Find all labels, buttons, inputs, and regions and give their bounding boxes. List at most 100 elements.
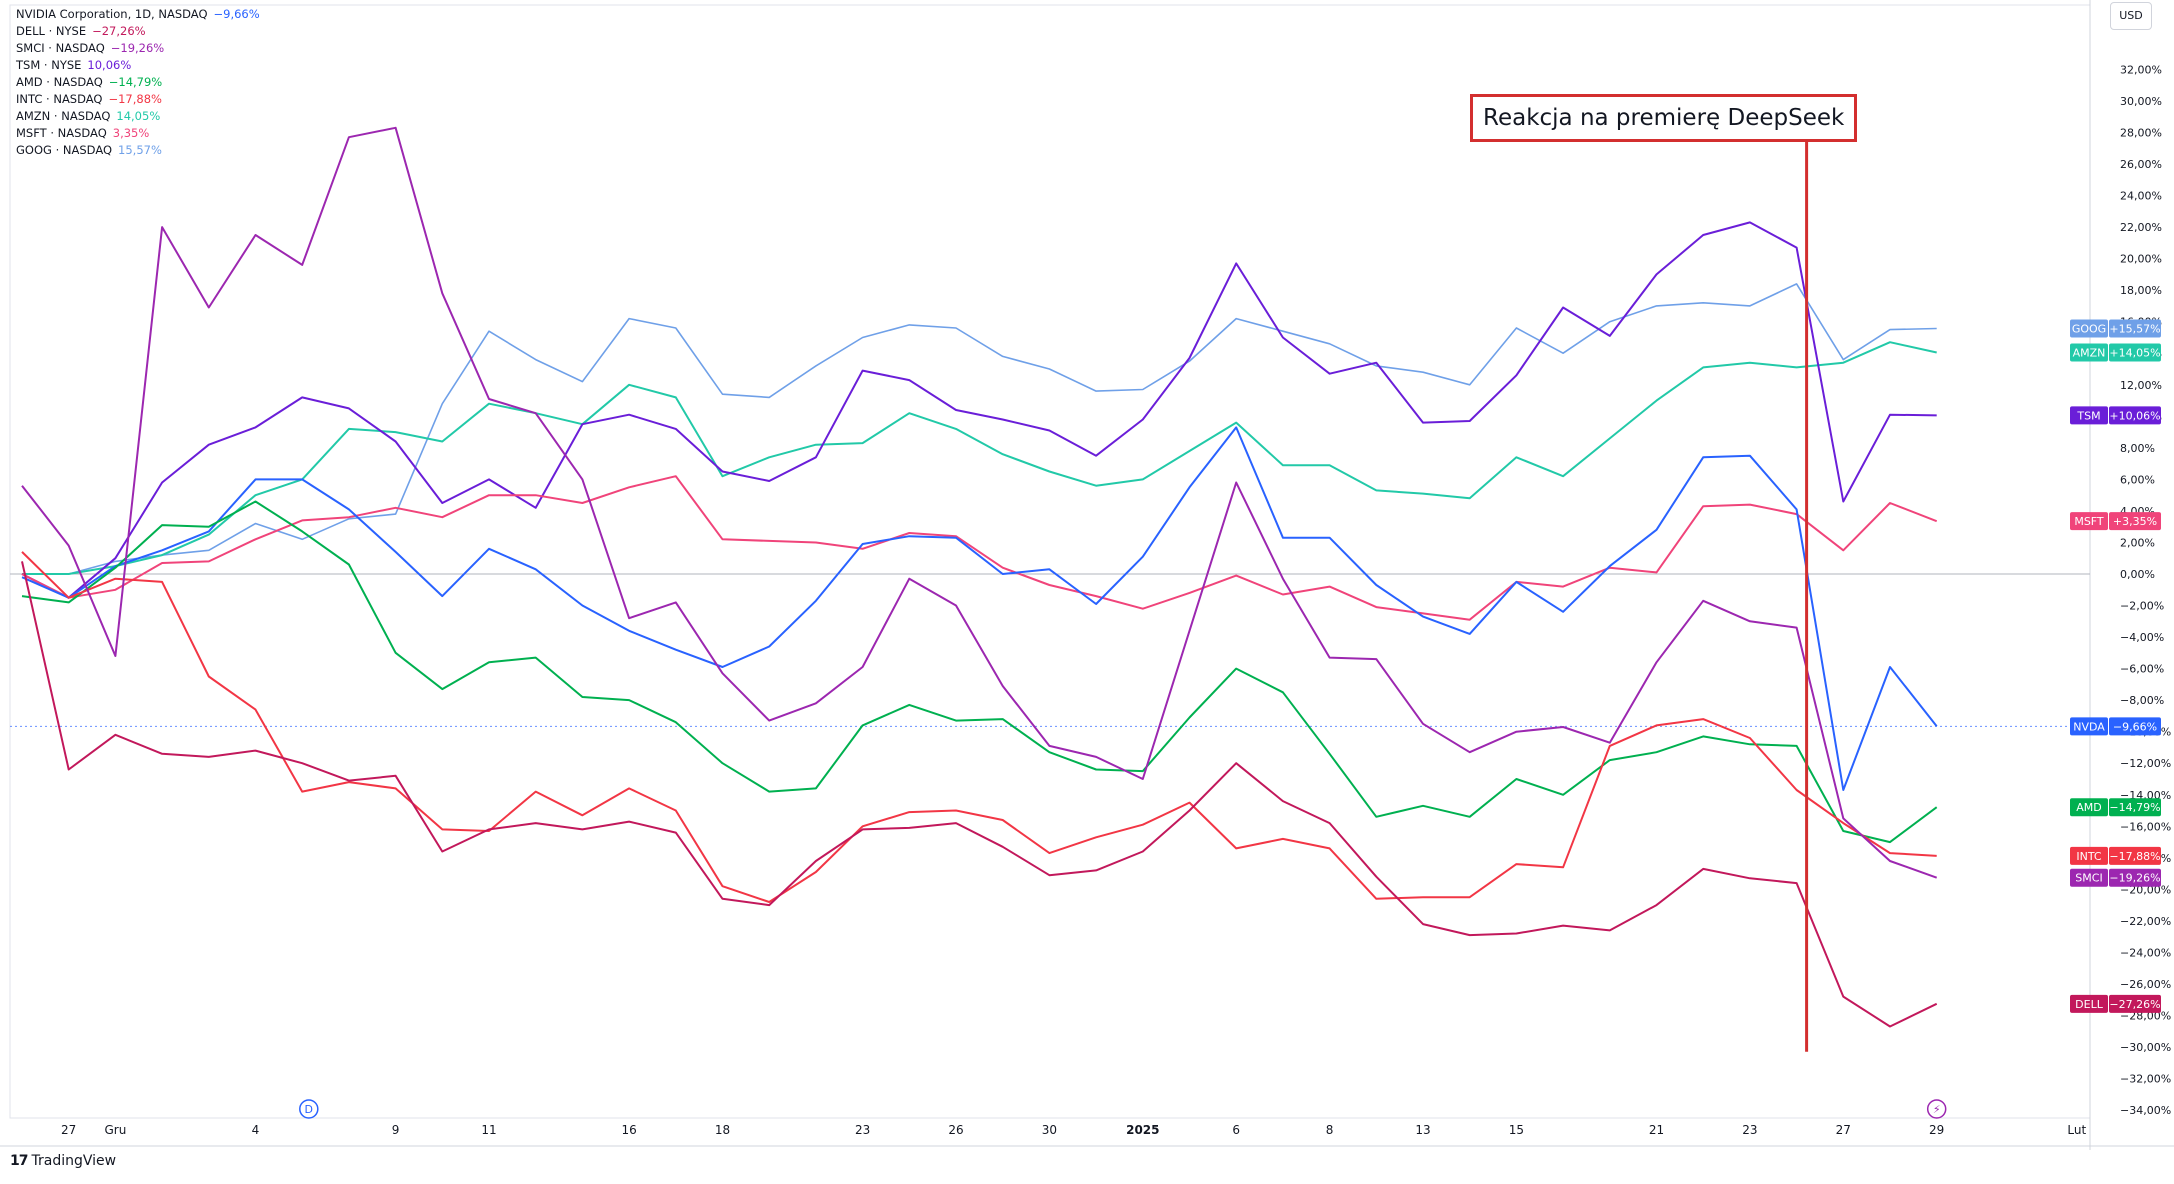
badge-value-nvda: −9,66% (2113, 720, 2157, 733)
y-tick-label: 12,00% (2120, 379, 2162, 392)
legend-label: TSM · NYSE (16, 58, 82, 72)
badge-value-bg-goog (2109, 319, 2161, 338)
x-tick-label: 30 (1042, 1123, 1057, 1137)
badge-value-intc: −17,88% (2109, 850, 2160, 863)
legend: NVIDIA Corporation, 1D, NASDAQ −9,66% DEL… (16, 6, 260, 159)
main-symbol: NVIDIA Corporation, 1D, NASDAQ (16, 7, 208, 21)
legend-label: AMZN · NASDAQ (16, 109, 111, 123)
x-tick-label: 6 (1232, 1123, 1240, 1137)
badge-bg-amzn (2070, 343, 2108, 362)
legend-value: 14,05% (116, 109, 161, 123)
y-tick-label: −12,00% (2120, 757, 2171, 770)
tradingview-logo-icon: 17 (10, 1153, 29, 1169)
y-tick-label: 0,00% (2120, 568, 2155, 581)
badge-value-bg-smci (2109, 868, 2161, 887)
legend-label: DELL · NYSE (16, 24, 87, 38)
y-tick-label: 18,00% (2120, 284, 2162, 297)
legend-label: SMCI · NASDAQ (16, 41, 105, 55)
x-tick-label: 4 (252, 1123, 260, 1137)
legend-value: 10,06% (87, 58, 132, 72)
y-tick-label: −4,00% (2120, 631, 2164, 644)
series-line-tsm (21, 221, 1937, 599)
y-tick-label: 2,00% (2120, 536, 2155, 549)
legend-value: 3,35% (112, 126, 150, 140)
legend-item-intc[interactable]: INTC · NASDAQ −17,88% (16, 91, 260, 108)
legend-label: AMD · NASDAQ (16, 75, 103, 89)
badge-value-bg-intc (2109, 846, 2161, 865)
legend-value: −17,88% (108, 92, 162, 106)
legend-item-dell[interactable]: DELL · NYSE −27,26% (16, 23, 260, 40)
series-line-amd (21, 500, 1938, 844)
badge-bg-tsm (2070, 406, 2108, 425)
legend-item-tsm[interactable]: TSM · NYSE 10,06% (16, 57, 260, 74)
y-tick-label: −2,00% (2120, 600, 2164, 613)
y-tick-label: −32,00% (2120, 1073, 2171, 1086)
y-tick-label: 22,00% (2120, 221, 2162, 234)
badge-bg-smci (2070, 868, 2108, 887)
x-tick-label: 21 (1649, 1123, 1664, 1137)
badge-bg-nvda (2070, 717, 2108, 736)
y-tick-label: −34,00% (2120, 1104, 2171, 1117)
legend-series-list: DELL · NYSE −27,26% SMCI · NASDAQ −19,26% TS… (16, 23, 260, 159)
legend-item-msft[interactable]: MSFT · NASDAQ 3,35% (16, 125, 260, 142)
x-tick-label: 23 (1742, 1123, 1757, 1137)
y-tick-label: −24,00% (2120, 946, 2171, 959)
badge-value-bg-nvda (2109, 717, 2161, 736)
badge-value-bg-dell (2109, 994, 2161, 1013)
legend-item-amd[interactable]: AMD · NASDAQ −14,79% (16, 74, 260, 91)
tradingview-logo[interactable]: 17 TradingView (10, 1153, 116, 1169)
x-tick-label: 18 (715, 1123, 730, 1137)
legend-item-goog[interactable]: GOOG · NASDAQ 15,57% (16, 142, 260, 159)
legend-item-smci[interactable]: SMCI · NASDAQ −19,26% (16, 40, 260, 57)
earnings-icon (1926, 1099, 1947, 1119)
badge-symbol-smci: SMCI (2075, 872, 2102, 885)
deepseek-annotation: Reakcja na premierę DeepSeek (1470, 94, 1858, 142)
x-tick-label: 13 (1415, 1123, 1430, 1137)
legend-main-row: NVIDIA Corporation, 1D, NASDAQ −9,66% (16, 6, 260, 23)
badge-bg-intc (2070, 846, 2108, 865)
y-tick-label: −30,00% (2120, 1041, 2171, 1054)
x-tick-label: 29 (1929, 1123, 1944, 1137)
legend-value: −19,26% (110, 41, 165, 55)
badge-symbol-intc: INTC (2076, 850, 2102, 863)
badge-value-bg-tsm (2109, 406, 2161, 425)
badge-symbol-msft: MSFT (2074, 515, 2104, 528)
badge-value-smci: −19,26% (2109, 872, 2160, 885)
y-tick-label: −8,00% (2120, 694, 2164, 707)
badge-value-amd: −14,79% (2109, 801, 2160, 814)
main-change: −9,66% (213, 7, 260, 21)
badge-value-amzn: +14,05% (2109, 346, 2160, 359)
earnings-icon-glyph: ⚡ (1933, 1103, 1941, 1116)
y-tick-label: 28,00% (2120, 126, 2162, 139)
badge-bg-amd (2070, 798, 2108, 817)
x-tick-label: 9 (392, 1123, 400, 1137)
badge-symbol-nvda: NVDA (2073, 720, 2105, 733)
series-line-amzn (22, 341, 1937, 575)
x-tick-label: 11 (481, 1123, 496, 1137)
badge-bg-msft (2070, 512, 2108, 531)
x-tick-label: 16 (621, 1123, 636, 1137)
badge-value-msft: +3,35% (2113, 515, 2157, 528)
legend-value: −27,26% (92, 24, 146, 38)
y-tick-label: 26,00% (2120, 158, 2162, 171)
badge-bg-goog (2070, 319, 2108, 338)
dividend-icon (299, 1099, 319, 1119)
y-tick-label: −6,00% (2120, 663, 2164, 676)
series-line-goog (22, 283, 1937, 575)
badge-value-bg-amzn (2109, 343, 2161, 362)
badge-value-bg-amd (2109, 798, 2161, 817)
series-line-nvda (21, 426, 1938, 791)
x-tick-label: 8 (1326, 1123, 1334, 1137)
y-tick-label: 30,00% (2120, 95, 2162, 108)
legend-value: 15,57% (118, 143, 162, 157)
legend-item-amzn[interactable]: AMZN · NASDAQ 14,05% (16, 108, 260, 125)
badge-symbol-goog: GOOG (2072, 322, 2106, 335)
plot-frame (9, 4, 2091, 1119)
x-tick-label: Gru (104, 1123, 126, 1137)
series-line-msft (21, 475, 1938, 621)
currency-button[interactable]: USD (2110, 2, 2152, 30)
y-tick-label: 8,00% (2120, 442, 2155, 455)
badge-symbol-amd: AMD (2076, 801, 2102, 814)
